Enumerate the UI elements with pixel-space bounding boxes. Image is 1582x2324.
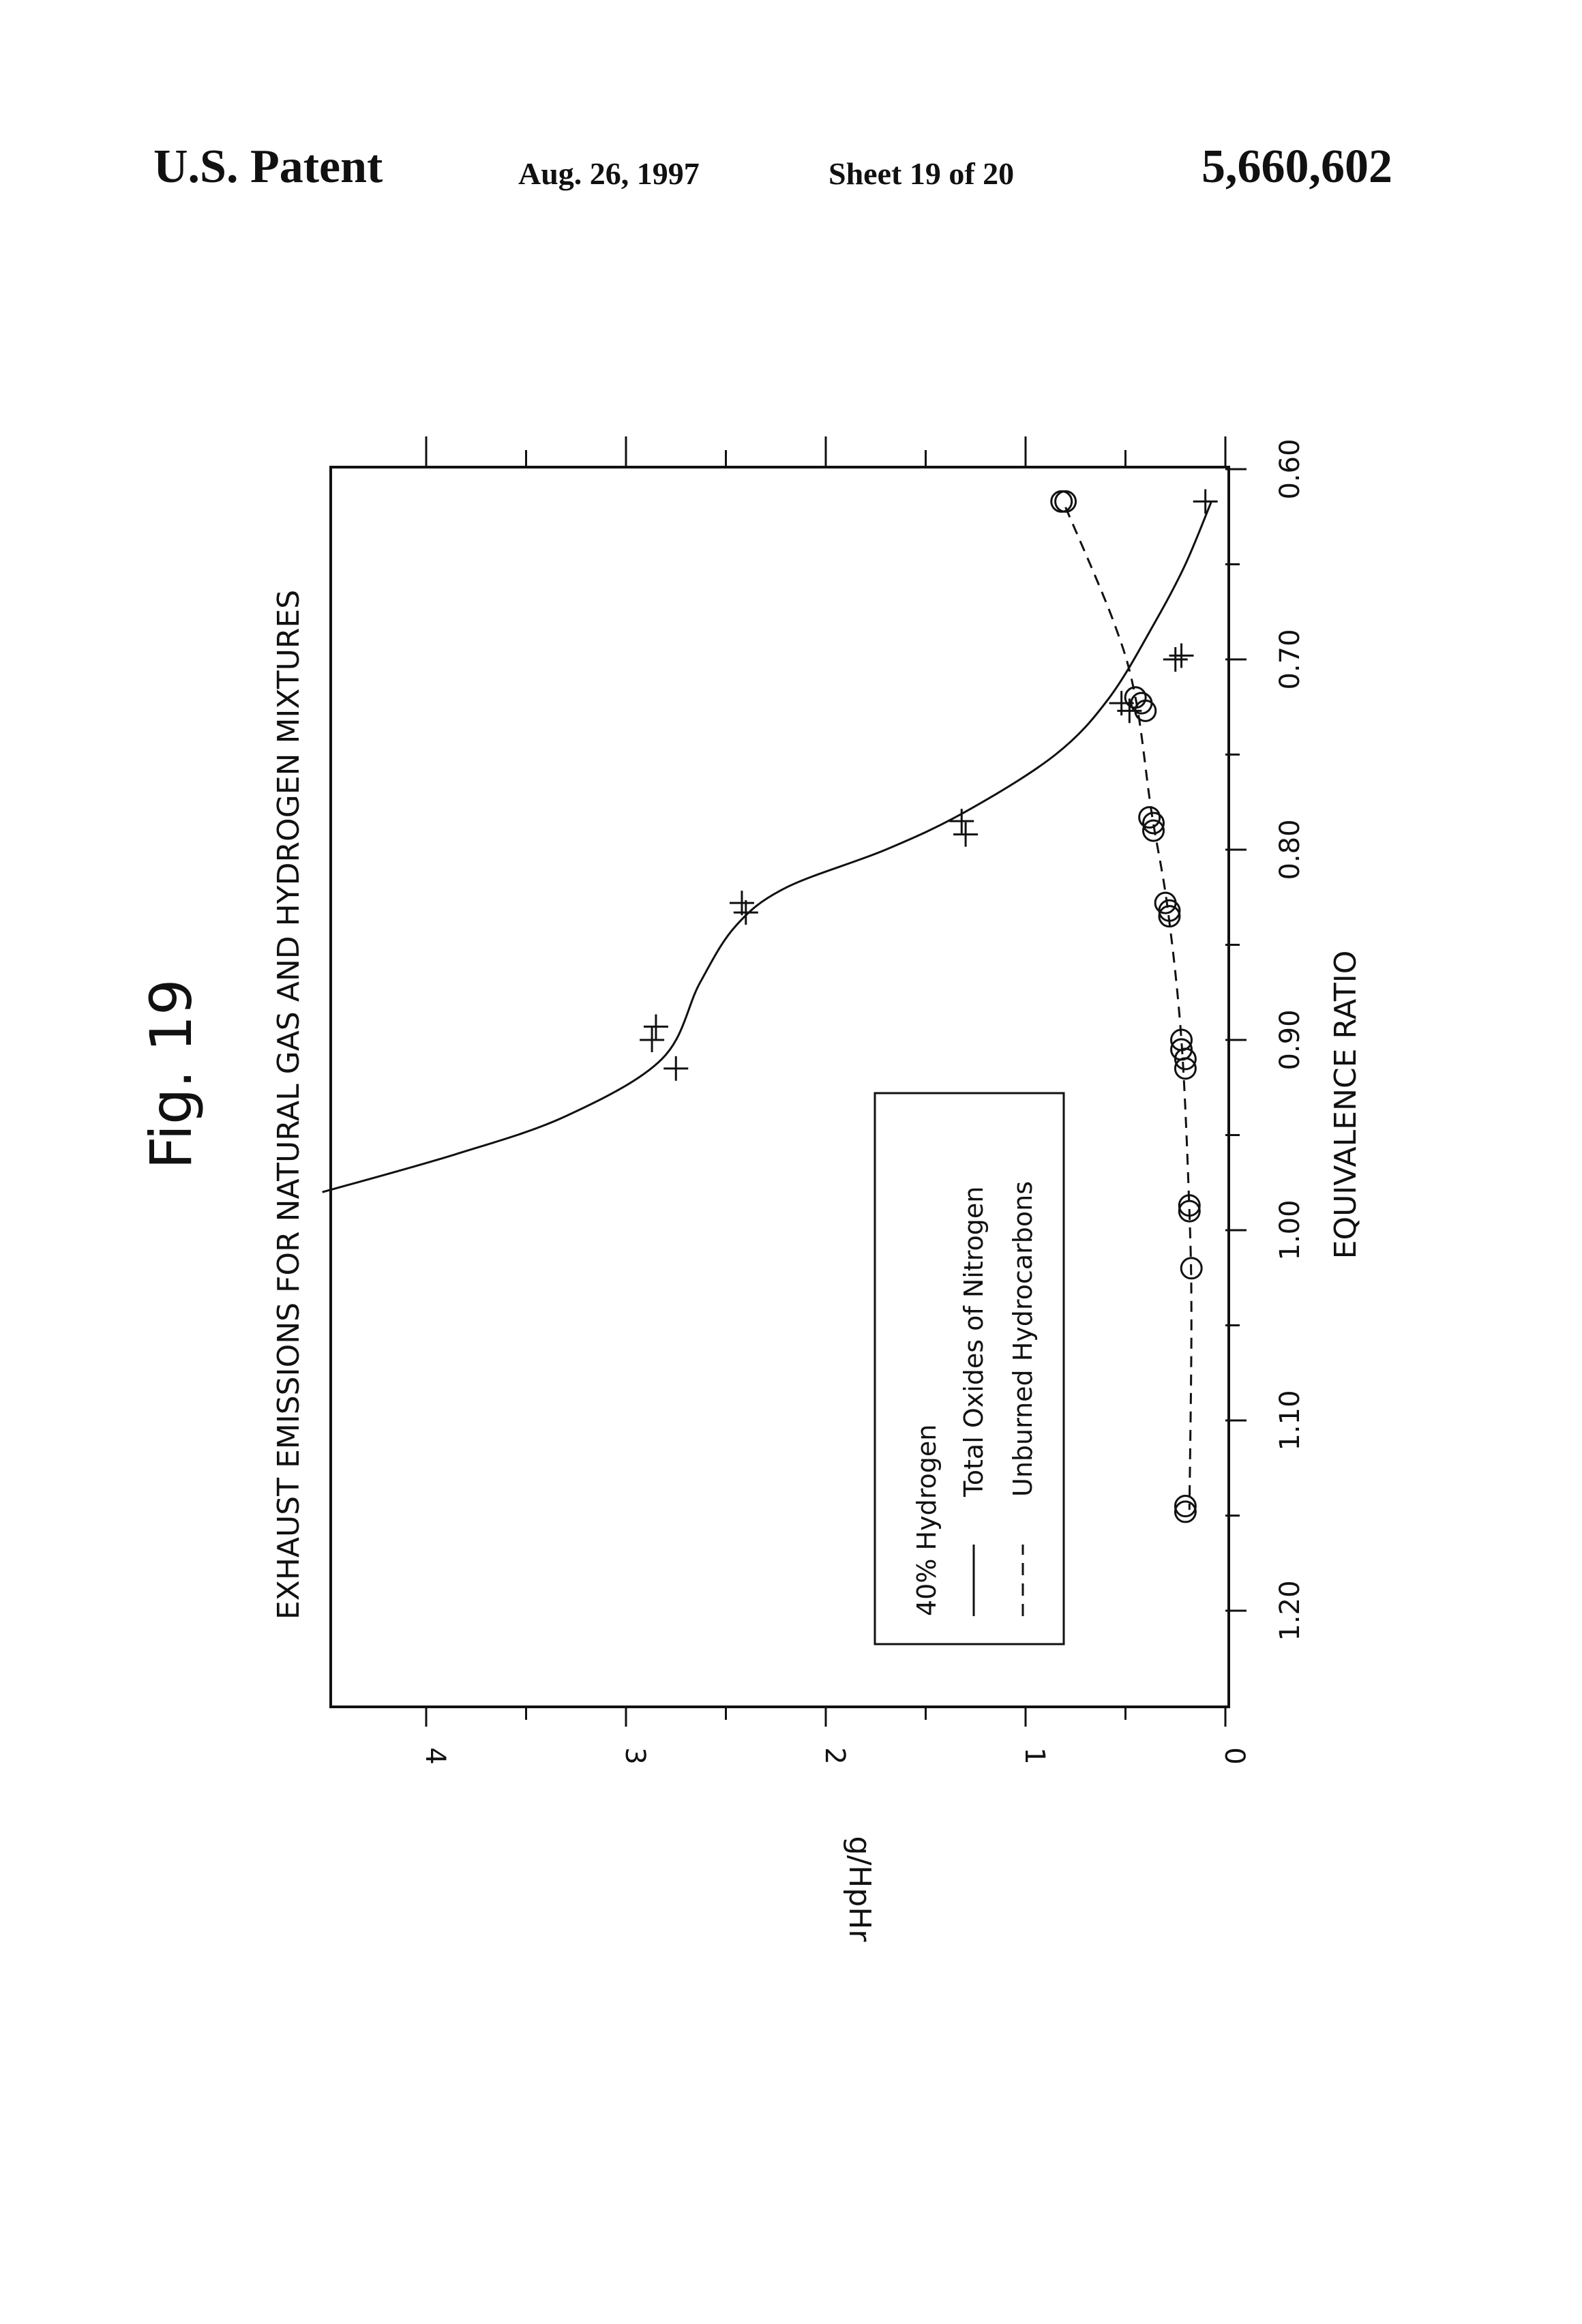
y-tick-label: 0 xyxy=(1219,1747,1250,1764)
x-tick-label: 0.80 xyxy=(1274,819,1306,880)
nox-point xyxy=(1169,643,1194,668)
legend-entry-nox: Total Oxides of Nitrogen xyxy=(959,1187,989,1498)
nox-point xyxy=(640,1028,664,1052)
hc-point xyxy=(1175,1502,1195,1522)
y-tick-label: 3 xyxy=(619,1747,651,1764)
x-tick-label: 1.00 xyxy=(1274,1200,1306,1260)
x-axis-label: EQUIVALENCE RATIO xyxy=(1328,951,1363,1260)
legend-title: 40% Hydrogen xyxy=(912,1425,942,1616)
axis-ticks: 0.60 0.70 0.80 0.90 1.00 1.10 1.20 0 1 2 3 4 xyxy=(419,436,1306,1765)
hc-point xyxy=(1175,1496,1195,1517)
x-tick-label: 0.90 xyxy=(1274,1009,1306,1070)
nox-point xyxy=(953,822,978,847)
series-curves xyxy=(323,501,1212,1510)
nox-point xyxy=(644,1014,668,1039)
x-tick-label: 1.10 xyxy=(1274,1390,1306,1450)
x-tick-label: 1.20 xyxy=(1274,1580,1306,1641)
figure-label: Fig. 19 xyxy=(138,979,205,1169)
hc-curve xyxy=(1066,507,1192,1510)
plot-frame xyxy=(331,467,1229,1707)
legend-entry-hc: Unburned Hydrocarbons xyxy=(1008,1181,1038,1497)
y-tick-label: 2 xyxy=(819,1747,850,1764)
chart-title: EXHAUST EMISSIONS FOR NATURAL GAS AND HY… xyxy=(271,590,306,1620)
nox-point xyxy=(949,809,974,833)
nox-curve xyxy=(323,501,1212,1192)
x-tick-label: 0.60 xyxy=(1274,438,1306,499)
x-tick-label: 0.70 xyxy=(1274,629,1306,689)
legend: 40% Hydrogen Total Oxides of Nitrogen Un… xyxy=(875,1093,1064,1644)
nox-point xyxy=(663,1056,688,1081)
y-axis-label: g/HpHr xyxy=(842,1836,877,1943)
nox-point xyxy=(1193,489,1218,513)
nox-point xyxy=(1163,647,1188,672)
y-tick-label: 4 xyxy=(419,1747,451,1764)
y-tick-label: 1 xyxy=(1019,1747,1050,1764)
